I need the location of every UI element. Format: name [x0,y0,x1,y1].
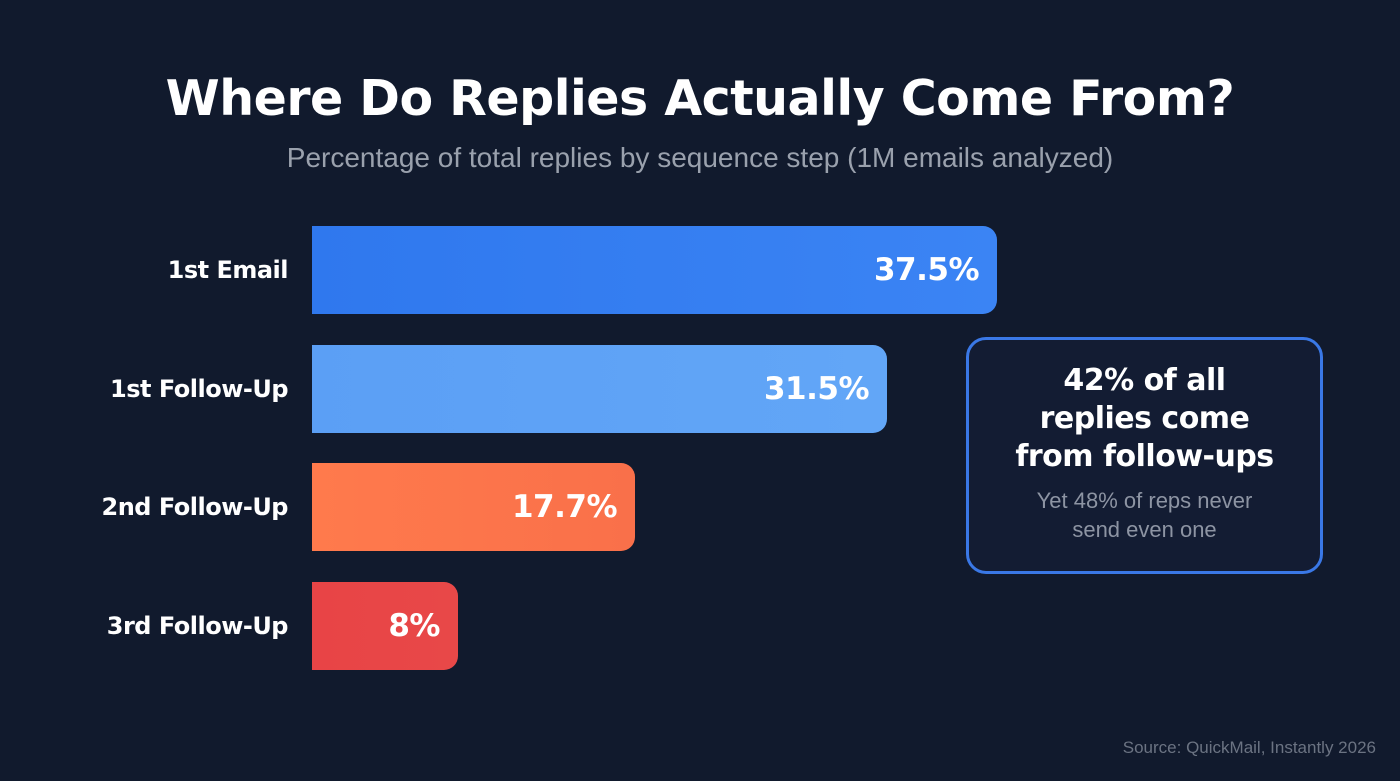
source-note: Source: QuickMail, Instantly 2026 [1122,738,1376,757]
bar-value-label: 8% [388,608,440,644]
callout-box: 42% of all replies come from follow-ups … [966,337,1323,574]
category-label: 1st Email [167,256,289,284]
callout-subtext-line: send even one [1072,517,1217,542]
bar: 17.7% [312,463,635,551]
chart-title: Where Do Replies Actually Come From? [165,70,1235,127]
bar: 31.5% [312,345,887,433]
callout-headline-line: 42% of all [1063,363,1226,398]
callout-headline: 42% of all replies come from follow-ups [969,362,1320,476]
callout-subtext-line: Yet 48% of reps never [1036,488,1253,513]
bar-value-label: 17.7% [511,489,618,525]
bar: 8% [312,582,458,670]
callout-headline-line: replies come [1039,401,1250,436]
bar: 37.5% [312,226,997,314]
bar-value-label: 31.5% [763,371,870,407]
category-label: 3rd Follow-Up [106,612,289,640]
category-label: 1st Follow-Up [110,375,288,403]
category-label: 2nd Follow-Up [101,493,289,521]
callout-subtext: Yet 48% of reps never send even one [969,486,1320,544]
bar-value-label: 37.5% [873,252,980,288]
chart-subtitle: Percentage of total replies by sequence … [286,142,1114,173]
callout-headline-line: from follow-ups [1015,439,1274,474]
